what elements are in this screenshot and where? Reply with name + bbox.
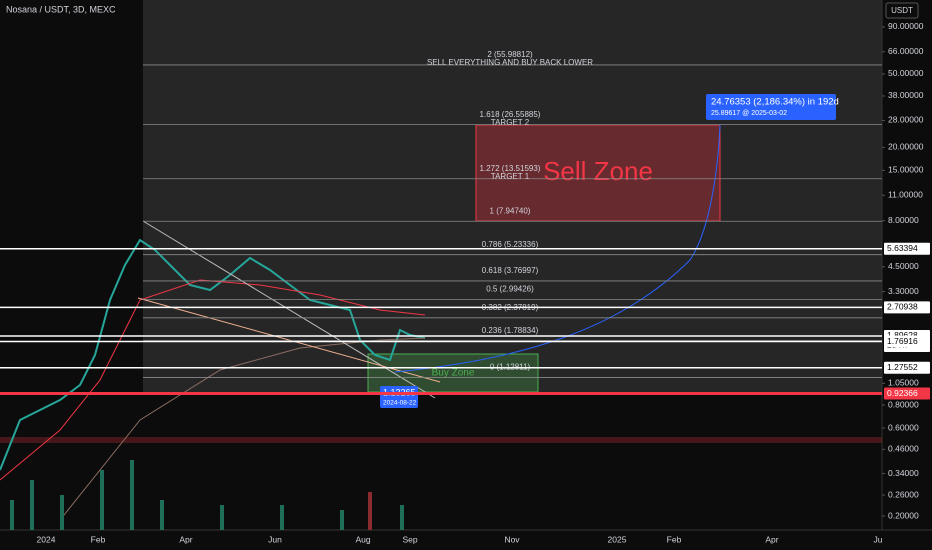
volume xyxy=(10,460,404,530)
buy-zone-label: Buy Zone xyxy=(432,368,475,379)
price-badge-label: 1.89628 xyxy=(887,330,918,340)
low-bg xyxy=(380,386,418,408)
price-badge xyxy=(884,387,930,400)
x-tick-label: Ju xyxy=(874,534,883,544)
y-tick-label: 38.00000 xyxy=(888,90,924,100)
fib-label: 1 (7.94740) xyxy=(490,206,531,215)
fib-shade xyxy=(143,0,882,395)
x-tick-label: Nov xyxy=(504,534,520,544)
y-tick-label: 50.00000 xyxy=(888,68,924,78)
buy-zone xyxy=(367,353,539,393)
price-history xyxy=(0,124,882,530)
fib-label: 1.272 (13.51593) xyxy=(480,164,541,173)
price-badge-label: 1.76916 xyxy=(887,336,918,346)
callout-sub: 25.89617 @ 2025-03-02 xyxy=(711,110,787,117)
price-badge xyxy=(884,335,930,348)
price-badge xyxy=(884,242,930,255)
y-tick-label: 3.30000 xyxy=(888,286,919,296)
projection-curve xyxy=(394,124,721,373)
fib-note: TARGET 2 xyxy=(491,118,530,127)
y-tick-label: 28.00000 xyxy=(888,115,924,125)
sell-zone-label: Sell Zone xyxy=(543,156,653,186)
y-tick-label: 0.34000 xyxy=(888,468,919,478)
y-tick-label: 0.26000 xyxy=(888,489,919,499)
fib-label: 2 (55.98812) xyxy=(487,50,533,59)
fib-label: 1.618 (26.55885) xyxy=(480,110,541,119)
callout-bg xyxy=(706,94,836,120)
band xyxy=(0,437,882,443)
y-tick-label: 15.00000 xyxy=(888,165,924,175)
price-badge xyxy=(884,301,930,314)
symbol-title: Nosana / USDT, 3D, MEXC xyxy=(6,4,116,14)
fib-label: 0.236 (1.78834) xyxy=(482,326,539,335)
x-tick-label: 2025 xyxy=(608,534,627,544)
x-tick-label: 2024 xyxy=(37,534,56,544)
y-tick-label: 0.60000 xyxy=(888,422,919,432)
callout-text: 24.76353 (2,186.34%) in 192d xyxy=(711,97,839,108)
fib-note: TARGET 1 xyxy=(491,172,530,181)
price-axis-bg xyxy=(882,0,932,550)
y-tick-label: 0.20000 xyxy=(888,510,919,520)
y-tick-label: 0.80000 xyxy=(888,399,919,409)
price-badge-label: 5.63394 xyxy=(887,243,918,253)
y-tick-label: 20.00000 xyxy=(888,142,924,152)
y-tick-label: 90.00000 xyxy=(888,21,924,31)
y-tick-label: 66.00000 xyxy=(888,46,924,56)
price-badge-label: 2.70938 xyxy=(887,302,918,312)
y-tick-label: 0.46000 xyxy=(888,444,919,454)
y-tick-label: 11.00000 xyxy=(888,189,923,199)
price-badge-label: 1.27552 xyxy=(887,362,918,372)
fib-note: SELL EVERYTHING AND BUY BACK LOWER xyxy=(427,58,593,67)
x-tick-label: Jun xyxy=(268,534,282,544)
price-badge xyxy=(884,361,930,374)
x-tick-label: Sep xyxy=(402,534,417,544)
zones: Sell Zone Buy Zone xyxy=(367,124,721,393)
trendline xyxy=(142,220,436,399)
low-date: 2024-08-22 xyxy=(383,400,417,407)
fib-label: 0.786 (5.23336) xyxy=(482,240,539,249)
x-tick-label: Aug xyxy=(355,534,370,544)
x-tick-label: Apr xyxy=(179,534,192,544)
fib-label: 0.5 (2.99426) xyxy=(486,284,534,293)
price-line xyxy=(0,238,426,471)
ma-red xyxy=(0,279,426,481)
currency: USDT xyxy=(891,6,913,15)
fib-label: 0.618 (3.76997) xyxy=(482,266,539,275)
y-tick-label: 4.50000 xyxy=(888,261,919,271)
x-tick-label: Feb xyxy=(667,534,682,544)
time-axis: 2024 Feb Apr Jun Aug Sep Nov 2025 Feb Apr Ju xyxy=(37,534,883,544)
x-tick-label: Apr xyxy=(765,534,778,544)
ma-brown xyxy=(59,337,426,521)
sell-zone xyxy=(475,124,721,222)
price-badge-label: 0.92366 xyxy=(887,388,918,398)
x-tick-label: Feb xyxy=(91,534,106,544)
y-tick-label: 1.05000 xyxy=(888,378,919,388)
currency-box xyxy=(885,2,919,19)
y-tick-label: 8.00000 xyxy=(888,215,919,225)
